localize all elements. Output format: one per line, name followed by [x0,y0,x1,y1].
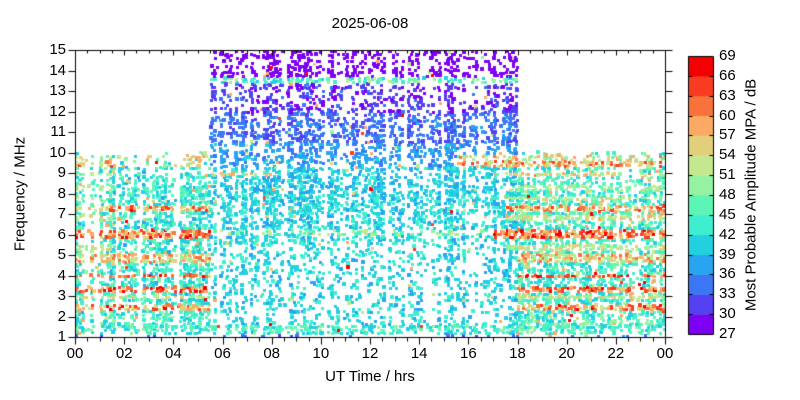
colorbar-tick-label: 57 [719,126,736,144]
x-tick-label: 10 [312,345,330,362]
y-tick-label: 13 [49,82,66,99]
colorbar-tick-label: 42 [719,225,736,243]
y-tick-label: 8 [57,184,66,202]
y-axis-label: Frequency / MHz [11,136,29,252]
colorbar-tick-label: 69 [719,47,736,64]
y-tick-label: 15 [49,41,66,58]
y-tick-label: 3 [57,287,66,304]
x-tick-label: 06 [214,345,231,362]
chart-title: 2025-06-08 [331,15,409,32]
x-axis-label: UT Time / hrs [325,368,415,385]
colorbar-tick-label: 60 [719,106,736,124]
y-tick-label: 14 [49,61,66,79]
y-tick-label: 9 [57,164,66,181]
y-tick-label: 4 [57,266,66,284]
colorbar-tick-label: 39 [719,245,736,263]
x-tick-label: 16 [459,345,477,362]
x-tick-label: 14 [410,345,428,362]
x-tick-label: 18 [509,345,526,362]
y-tick-label: 5 [57,246,66,263]
y-tick-label: 2 [57,307,66,325]
y-tick-label: 6 [57,225,66,243]
x-tick-label: 20 [558,345,575,362]
y-tick-label: 7 [57,205,66,222]
colorbar-tick-label: 63 [719,86,736,104]
colorbar-tick-label: 51 [719,166,736,184]
x-tick-label: 12 [361,345,379,362]
y-tick-label: 12 [49,102,66,120]
y-tick-label: 1 [57,328,66,345]
y-tick-label: 11 [50,123,66,140]
x-tick-label: 08 [263,345,280,362]
colorbar-tick-label: 36 [719,265,736,283]
x-tick-label: 00 [656,345,674,362]
colorbar-tick-label: 54 [719,146,736,164]
x-tick-label: 04 [164,345,182,362]
colorbar-tick-label: 66 [719,66,736,84]
x-tick-label: 02 [115,345,133,362]
colorbar-tick-label: 45 [719,205,736,223]
x-tick-label: 00 [66,345,84,362]
colorbar-tick-label: 27 [719,325,736,342]
y-tick-label: 10 [49,143,66,161]
colorbar-tick-label: 48 [719,186,736,203]
colorbar-tick-label: 33 [719,285,736,303]
x-tick-label: 22 [607,345,625,362]
colorbar-tick-label: 30 [719,305,736,323]
